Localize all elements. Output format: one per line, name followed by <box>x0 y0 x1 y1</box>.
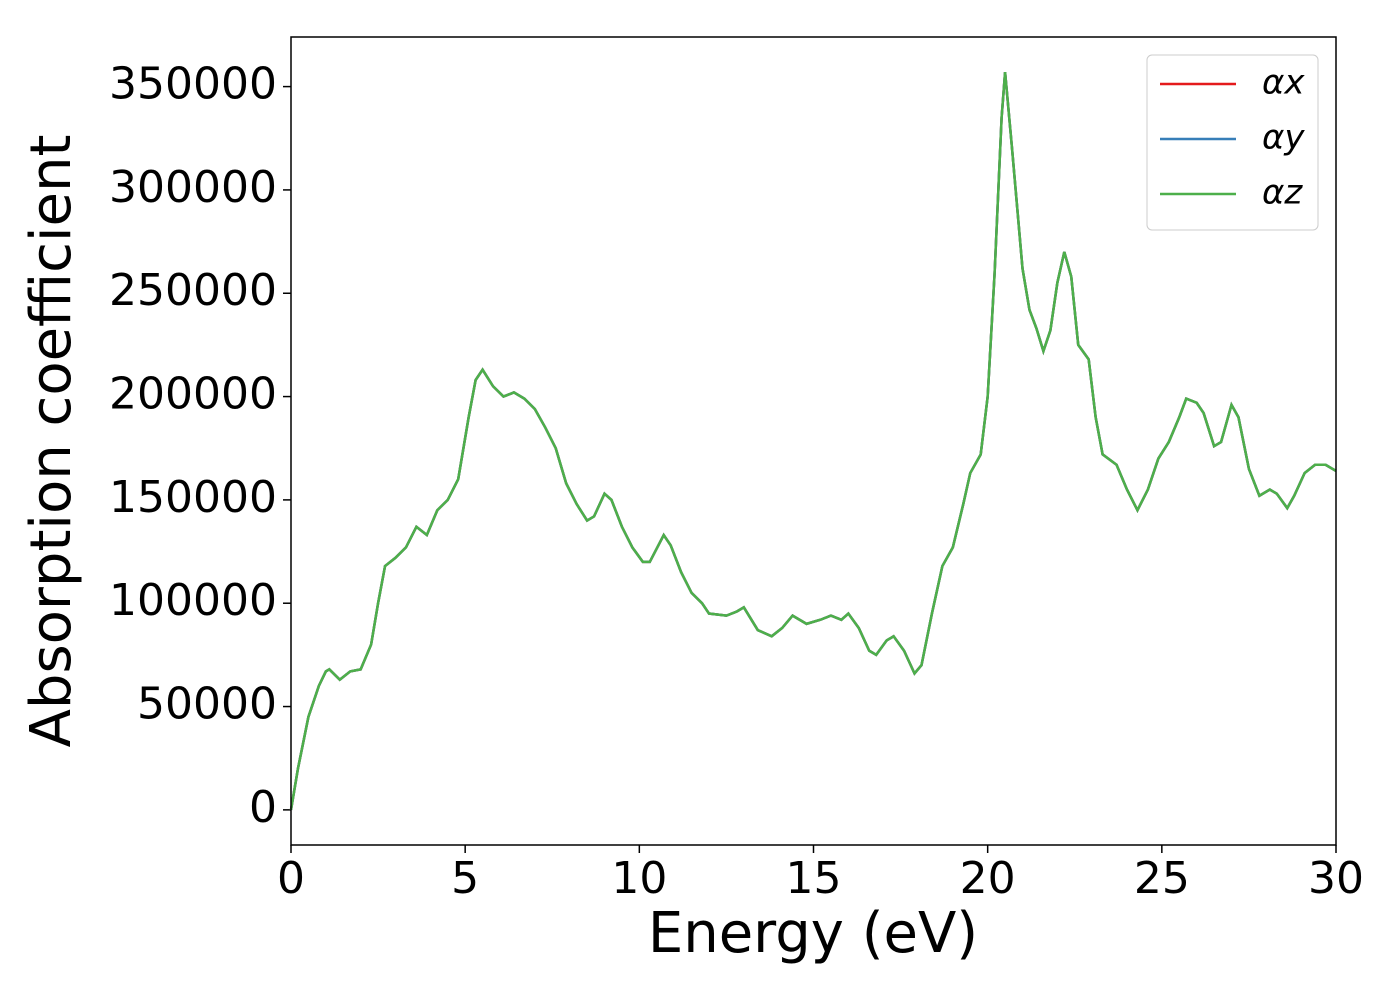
x-tick-label: 0 <box>277 853 305 904</box>
y-tick-label: 300000 <box>109 162 277 213</box>
y-tick-label: 200000 <box>109 369 277 420</box>
x-tick-label: 10 <box>611 853 667 904</box>
legend-label: αy <box>1262 118 1305 158</box>
x-tick-label: 15 <box>786 853 842 904</box>
x-tick-label: 30 <box>1308 853 1364 904</box>
plot-frame <box>290 36 1337 846</box>
y-tick-label: 0 <box>249 782 277 833</box>
x-tick-label: 25 <box>1134 853 1190 904</box>
legend-label: αz <box>1262 173 1303 213</box>
y-tick-label: 50000 <box>137 679 277 730</box>
y-tick-label: 100000 <box>109 575 277 626</box>
legend-label: αx <box>1262 63 1305 103</box>
y-tick-label: 350000 <box>109 59 277 110</box>
x-tick-label: 20 <box>960 853 1016 904</box>
y-tick-label: 150000 <box>109 472 277 523</box>
y-axis-label: Absorption coefficient <box>19 135 84 748</box>
line <box>289 72 1337 811</box>
y-tick-label: 250000 <box>109 265 277 316</box>
x-tick-label: 5 <box>451 853 479 904</box>
x-axis-label: Energy (eV) <box>648 901 978 966</box>
legend-box <box>1146 54 1319 231</box>
